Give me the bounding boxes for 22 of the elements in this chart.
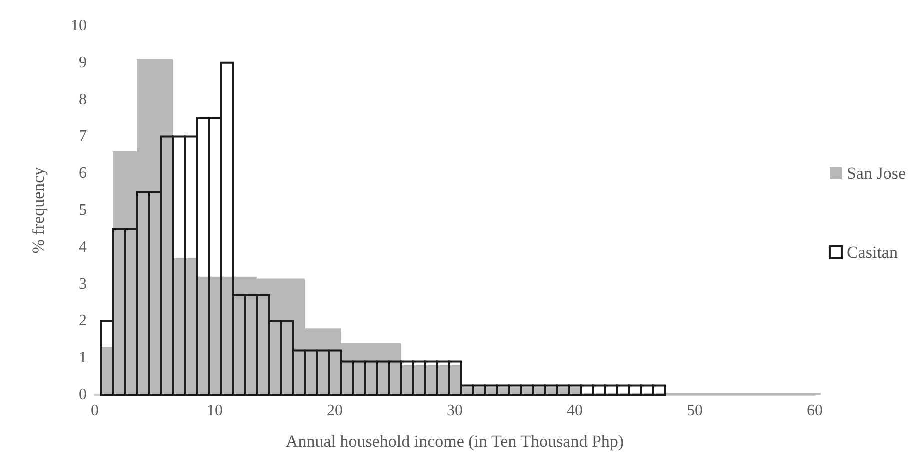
x-tick-label: 60 [807, 402, 823, 420]
y-tick-label: 4 [79, 238, 87, 256]
y-tick-label: 5 [79, 202, 87, 219]
y-tick-label: 9 [79, 54, 87, 72]
y-axis-title: % frequency [29, 166, 48, 254]
legend-label: San Jose [846, 164, 906, 183]
x-tick-label: 0 [91, 402, 99, 420]
y-tick-label: 0 [79, 386, 87, 404]
x-tick-label: 10 [207, 402, 223, 420]
x-tick-label: 20 [327, 402, 343, 420]
y-tick-label: 7 [79, 128, 87, 146]
y-tick-label: 3 [79, 276, 87, 293]
x-axis-title: Annual household income (in Ten Thousand Php) [286, 432, 624, 451]
y-tick-label: 1 [79, 350, 87, 367]
x-tick-label: 30 [447, 402, 463, 420]
x-tick-label: 40 [567, 402, 583, 420]
x-tick-label: 50 [687, 402, 703, 420]
y-tick-label: 2 [79, 312, 87, 330]
y-tick-label: 10 [71, 18, 87, 34]
y-tick-label: 6 [79, 165, 87, 182]
legend-label: Casitan [846, 243, 898, 262]
y-tick-label: 8 [79, 91, 87, 108]
